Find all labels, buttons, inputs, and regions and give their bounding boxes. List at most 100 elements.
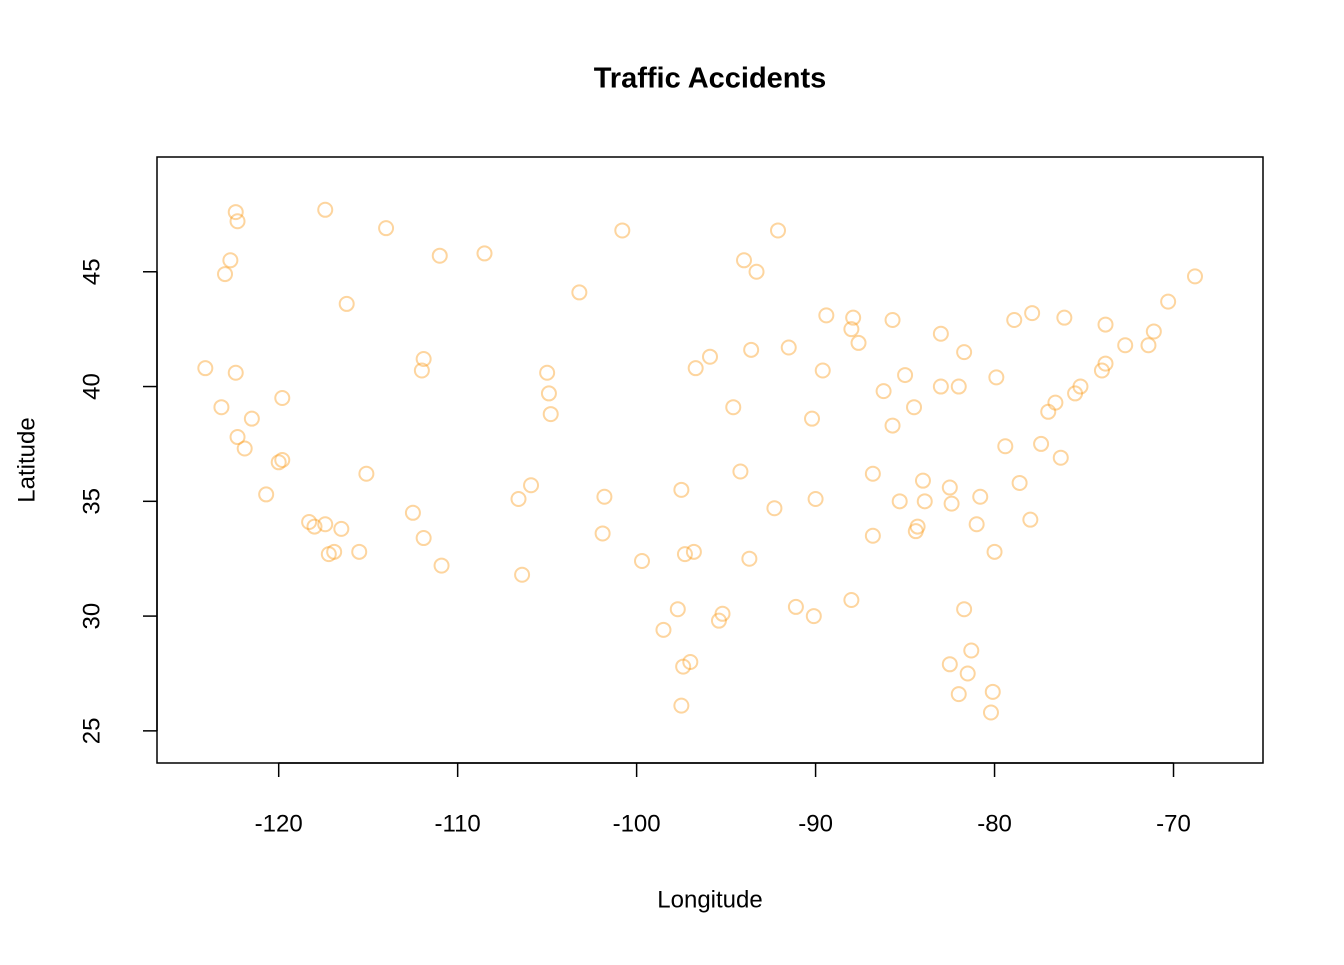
- point: [732, 463, 749, 480]
- point: [1006, 311, 1023, 328]
- point: [1052, 449, 1069, 466]
- point: [959, 665, 976, 682]
- x-tick-label: -70: [1156, 810, 1191, 837]
- point: [805, 608, 822, 625]
- point: [875, 383, 892, 400]
- point: [891, 493, 908, 510]
- point: [950, 686, 967, 703]
- point: [909, 518, 926, 535]
- x-tick-label: -80: [977, 810, 1012, 837]
- point: [222, 252, 239, 269]
- x-tick-label: -90: [798, 810, 833, 837]
- y-tick-label: 45: [78, 258, 105, 285]
- point: [943, 495, 960, 512]
- point: [736, 252, 753, 269]
- point: [1072, 378, 1089, 395]
- point: [243, 410, 260, 427]
- point: [404, 504, 421, 521]
- point: [906, 399, 923, 416]
- point: [748, 263, 765, 280]
- point: [415, 351, 432, 367]
- point: [673, 697, 690, 714]
- point: [317, 201, 334, 218]
- point: [743, 341, 760, 358]
- point: [766, 500, 783, 517]
- point: [633, 553, 650, 569]
- point: [884, 417, 901, 434]
- point: [306, 518, 323, 535]
- point: [950, 378, 967, 395]
- point: [333, 520, 350, 537]
- point: [1097, 355, 1114, 372]
- point: [907, 523, 924, 540]
- point: [864, 465, 881, 482]
- point: [988, 369, 1005, 386]
- point: [1024, 305, 1041, 322]
- chart-title: Traffic Accidents: [594, 63, 827, 95]
- point: [358, 465, 375, 482]
- point: [433, 557, 450, 574]
- point: [1097, 316, 1114, 333]
- point: [897, 367, 914, 384]
- y-axis-label: Latitude: [13, 417, 40, 502]
- point: [270, 454, 287, 471]
- point: [542, 406, 559, 423]
- x-tick-label: -110: [435, 810, 481, 837]
- point: [378, 220, 395, 237]
- point: [864, 527, 881, 544]
- plot-frame: [156, 156, 1264, 764]
- point: [1040, 403, 1057, 420]
- point: [702, 348, 718, 365]
- point: [540, 385, 557, 402]
- point: [818, 307, 835, 324]
- point: [941, 656, 958, 673]
- point: [682, 654, 699, 670]
- y-tick-label: 30: [78, 603, 105, 630]
- point: [780, 339, 797, 356]
- point: [655, 621, 672, 638]
- point: [523, 477, 540, 494]
- point: [274, 452, 291, 468]
- point: [982, 704, 999, 721]
- point: [941, 479, 958, 496]
- point: [956, 344, 973, 361]
- point: [1145, 323, 1162, 340]
- point: [476, 245, 493, 262]
- y-tick-label: 40: [78, 373, 105, 400]
- point: [714, 605, 731, 622]
- point: [614, 222, 631, 239]
- point: [997, 438, 1014, 455]
- point: [1117, 337, 1134, 354]
- point: [217, 266, 234, 283]
- point: [594, 525, 611, 542]
- point: [741, 550, 758, 567]
- point: [229, 213, 246, 230]
- point: [1011, 474, 1028, 491]
- point: [770, 222, 787, 239]
- point: [213, 399, 230, 416]
- point: [197, 360, 214, 377]
- point: [787, 598, 804, 615]
- point: [850, 334, 867, 351]
- y-tick-label: 25: [78, 718, 105, 745]
- point: [1022, 511, 1039, 528]
- x-tick-label: -120: [255, 810, 303, 837]
- point: [301, 513, 318, 530]
- point: [338, 295, 355, 312]
- point: [596, 488, 613, 505]
- x-axis-label: Longitude: [657, 886, 762, 913]
- point: [227, 204, 244, 221]
- point: [413, 362, 430, 379]
- point: [669, 601, 686, 618]
- point: [1093, 362, 1110, 379]
- point: [956, 601, 973, 618]
- point: [725, 399, 742, 416]
- point: [675, 658, 692, 675]
- point: [814, 362, 831, 379]
- point: [687, 360, 704, 377]
- point: [673, 481, 690, 498]
- point: [258, 486, 275, 503]
- point: [807, 491, 824, 508]
- point: [351, 543, 368, 560]
- point: [932, 378, 949, 395]
